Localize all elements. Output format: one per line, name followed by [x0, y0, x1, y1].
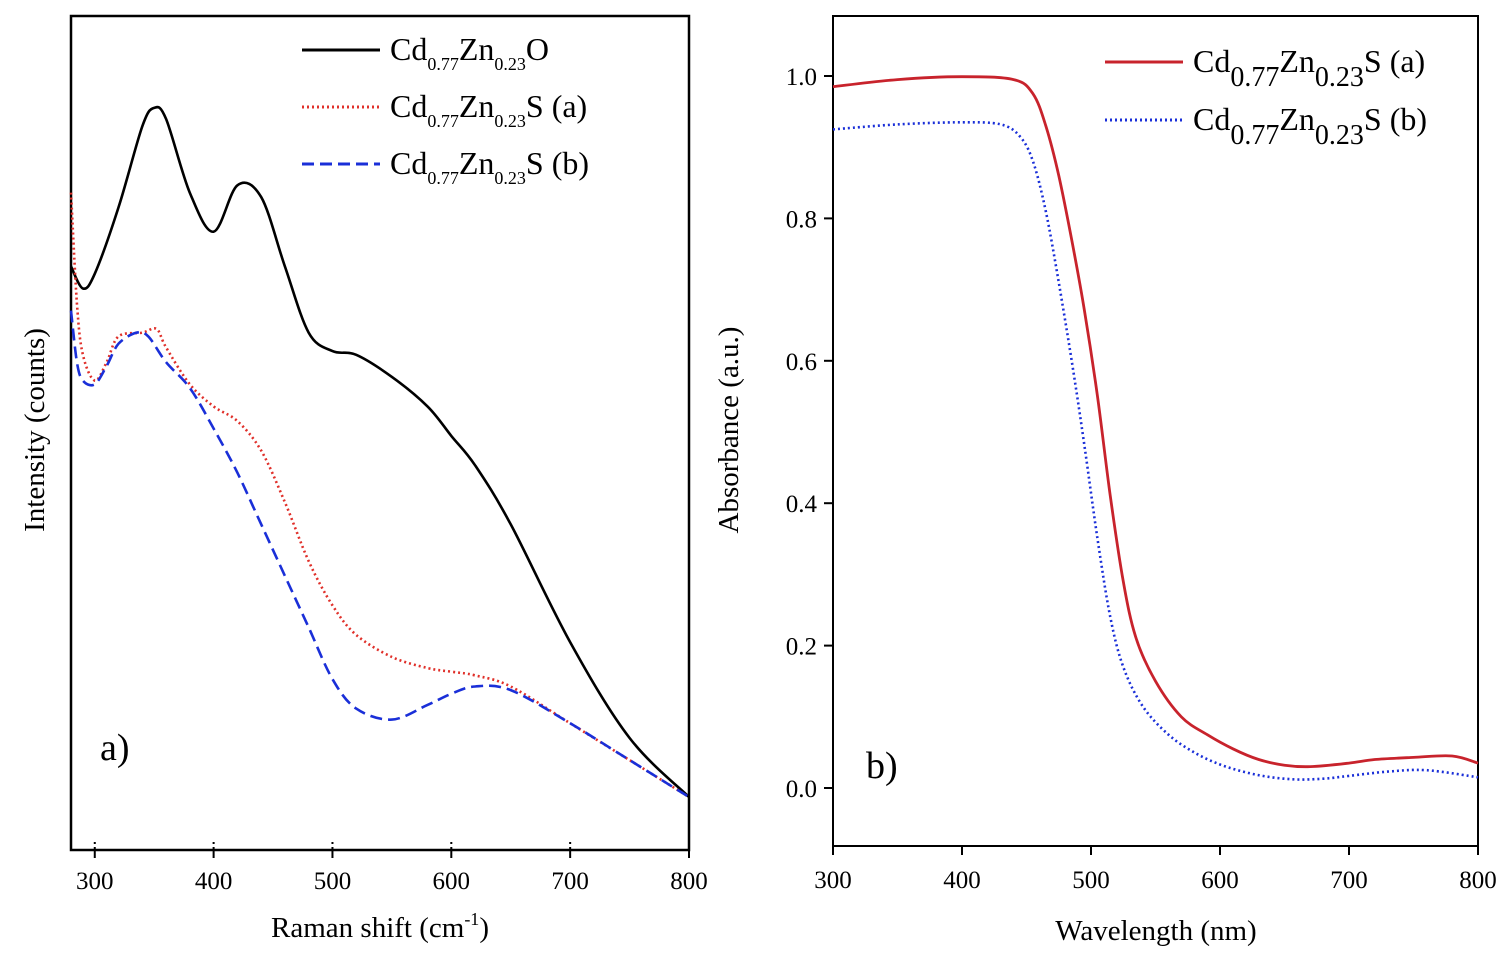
absorbance-series-s-b-2 — [832, 120, 1479, 781]
absorbance-y-tick-label-3: 0.6 — [786, 349, 817, 376]
absorbance-legend-entry-1: Cd0.77Zn0.23S (a) — [1105, 43, 1425, 93]
raman-x-tick-label-400: 400 — [195, 868, 233, 895]
raman-legend-label-2: Cd0.77Zn0.23S (a) — [390, 88, 587, 131]
absorbance-y-tick-label-4: 0.8 — [786, 206, 817, 233]
absorbance-y-tick-label-1: 0.2 — [786, 634, 817, 661]
raman-series-s-b-3 — [69, 310, 690, 799]
absorbance-legend-entry-2: Cd0.77Zn0.23S (b) — [1105, 101, 1427, 151]
absorbance-series-layer — [832, 75, 1479, 781]
raman-x-tick-label-600: 600 — [433, 868, 471, 895]
absorbance-x-tick-label-600: 600 — [1201, 867, 1239, 894]
raman-x-axis-label: Raman shift (cm-1) — [271, 909, 489, 944]
absorbance-y-tick-label-2: 0.4 — [786, 491, 818, 518]
raman-x-tick-label-300: 300 — [76, 868, 114, 895]
raman-x-axis-label-main: Raman shift (cm — [271, 912, 465, 944]
absorbance-legend: Cd0.77Zn0.23S (a) Cd0.77Zn0.23S (b) — [1105, 43, 1427, 151]
panel-label-a: a) — [100, 727, 130, 769]
raman-legend: Cd0.77Zn0.23O Cd0.77Zn0.23S (a) Cd0.77Zn0.… — [302, 31, 589, 188]
absorbance-y-tick-label-5: 1.0 — [786, 64, 817, 91]
raman-x-axis-label-end: ) — [479, 912, 489, 944]
absorbance-x-tick-label-700: 700 — [1330, 867, 1368, 894]
raman-plot-frame — [69, 14, 691, 852]
absorbance-x-tick-label-500: 500 — [1072, 867, 1110, 894]
raman-y-axis-label: Intensity (counts) — [19, 328, 51, 532]
raman-x-ticks: 300 400 500 600 700 800 — [76, 842, 708, 895]
absorbance-x-tick-label-800: 800 — [1459, 867, 1497, 894]
raman-legend-entry-2: Cd0.77Zn0.23S (a) — [302, 88, 587, 131]
absorbance-y-axis-label: Absorbance (a.u.) — [713, 327, 745, 534]
raman-legend-entry-1: Cd0.77Zn0.23O — [302, 31, 549, 74]
absorbance-legend-label-2: Cd0.77Zn0.23S (b) — [1193, 101, 1427, 151]
absorbance-y-ticks: 0.0 0.2 0.4 0.6 0.8 1.0 — [786, 64, 833, 803]
absorbance-x-ticks: 300 400 500 600 700 800 — [814, 846, 1497, 894]
absorbance-x-axis-label: Wavelength (nm) — [1055, 915, 1256, 947]
raman-legend-label-1: Cd0.77Zn0.23O — [390, 31, 549, 74]
raman-legend-entry-3: Cd0.77Zn0.23S (b) — [302, 145, 589, 188]
raman-series-layer — [69, 105, 690, 799]
absorbance-legend-label-1: Cd0.77Zn0.23S (a) — [1193, 43, 1425, 93]
absorbance-plot-frame — [832, 15, 1479, 847]
absorbance-x-tick-label-300: 300 — [814, 867, 852, 894]
absorbance-series-s-a-1 — [832, 75, 1479, 769]
absorbance-y-tick-label-0: 0.0 — [786, 776, 817, 803]
raman-legend-label-3: Cd0.77Zn0.23S (b) — [390, 145, 589, 188]
raman-series-o-1 — [69, 105, 690, 798]
raman-chart: 300 400 500 600 700 800 Intensity (counts) Ra… — [19, 14, 708, 944]
absorbance-chart: 300 400 500 600 700 800 0.0 0.2 0.4 0.6 0.8 1.0 Ab… — [713, 15, 1497, 947]
raman-x-tick-label-700: 700 — [551, 868, 589, 895]
raman-x-axis-label-sup: -1 — [464, 909, 479, 929]
raman-series-s-a-2 — [69, 192, 690, 799]
raman-x-tick-label-800: 800 — [670, 868, 708, 895]
panel-label-b: b) — [866, 745, 898, 787]
absorbance-x-tick-label-400: 400 — [943, 867, 981, 894]
raman-x-tick-label-500: 500 — [314, 868, 352, 895]
